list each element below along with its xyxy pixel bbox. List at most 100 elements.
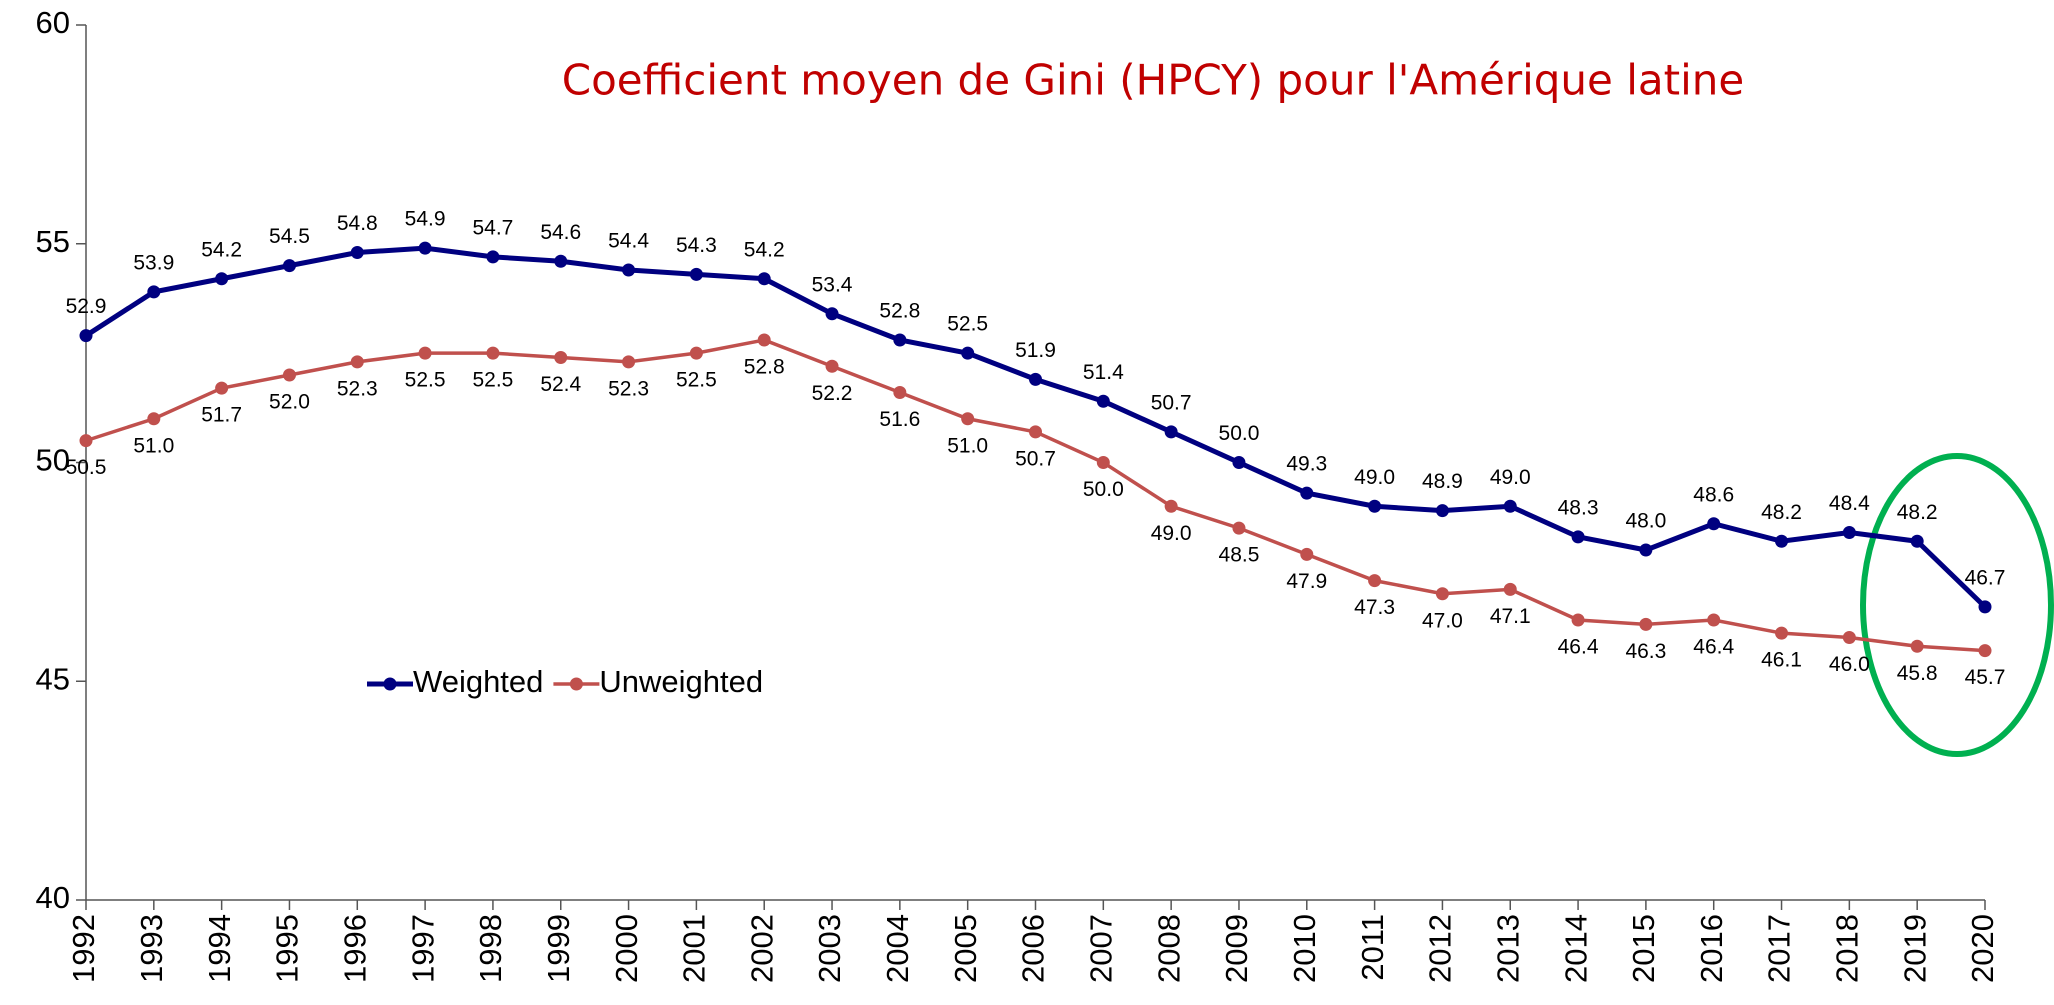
highlight-ellipse	[1860, 453, 2054, 757]
value-label: 45.7	[1965, 666, 2006, 689]
value-label: 48.5	[1219, 544, 1260, 567]
value-label: 51.9	[1015, 339, 1056, 362]
value-label: 52.5	[472, 369, 513, 392]
marker	[1232, 456, 1246, 469]
marker	[1435, 587, 1449, 601]
marker	[1910, 639, 1924, 653]
marker	[622, 355, 636, 369]
marker	[350, 246, 364, 259]
marker	[1435, 504, 1449, 518]
marker	[486, 346, 500, 360]
marker	[1639, 617, 1653, 631]
x-tick-label: 1996	[337, 914, 372, 983]
x-tick-label: 2020	[1965, 914, 2000, 983]
marker	[1164, 499, 1178, 513]
value-label: 52.5	[676, 369, 717, 392]
marker	[1842, 526, 1856, 539]
value-label: 50.7	[1151, 391, 1192, 414]
marker	[1368, 499, 1382, 513]
marker	[1096, 394, 1110, 408]
x-tick-label: 1999	[541, 914, 576, 983]
x-tick-label: 1998	[473, 914, 508, 983]
x-tick-label: 2015	[1626, 914, 1661, 983]
value-label: 54.6	[540, 221, 581, 244]
value-label: 50.7	[1015, 447, 1056, 470]
x-tick-label: 2016	[1694, 914, 1729, 983]
legend-label: Unweighted	[599, 664, 763, 699]
value-label: 51.6	[879, 408, 920, 431]
value-label: 48.2	[1897, 501, 1938, 524]
value-label: 46.0	[1829, 653, 1870, 676]
value-label: 49.0	[1151, 522, 1192, 545]
marker	[1978, 644, 1992, 658]
chart-title: Coefficient moyen de Gini (HPCY) pour l'…	[562, 56, 1744, 105]
marker	[554, 351, 568, 364]
value-label: 52.8	[744, 356, 785, 379]
marker	[1842, 631, 1856, 644]
value-label: 47.1	[1490, 605, 1531, 628]
marker	[1503, 582, 1517, 596]
legend-marker	[383, 677, 397, 691]
marker	[893, 333, 907, 347]
value-label: 47.3	[1354, 596, 1395, 619]
x-tick-label: 1994	[202, 914, 237, 983]
x-tick-label: 2002	[744, 914, 779, 983]
value-label: 52.4	[540, 373, 581, 396]
x-tick-label: 2007	[1084, 914, 1119, 983]
marker	[825, 307, 839, 321]
value-label: 48.3	[1558, 496, 1599, 519]
y-tick-label: 50	[36, 443, 70, 478]
value-label: 52.0	[269, 391, 310, 414]
marker	[282, 259, 296, 273]
x-tick-label: 1997	[405, 914, 440, 983]
x-tick-label: 2000	[609, 914, 644, 983]
value-label: 52.2	[812, 382, 853, 405]
marker	[1300, 486, 1314, 500]
marker	[893, 386, 907, 399]
marker	[1775, 534, 1789, 548]
marker	[961, 412, 975, 426]
x-tick-label: 2011	[1355, 914, 1390, 981]
value-label: 46.3	[1625, 640, 1666, 663]
marker	[757, 272, 771, 286]
marker	[1029, 372, 1042, 386]
value-label: 46.4	[1693, 636, 1734, 659]
legend-label: Weighted	[413, 664, 543, 699]
value-label: 47.9	[1286, 570, 1327, 593]
marker	[1096, 456, 1110, 469]
value-label: 54.3	[676, 234, 717, 257]
x-tick-label: 2008	[1151, 914, 1186, 983]
marker	[689, 346, 703, 360]
value-label: 48.4	[1829, 492, 1870, 515]
marker	[1571, 613, 1585, 627]
value-label: 45.8	[1897, 662, 1938, 685]
marker	[757, 333, 771, 347]
value-label: 51.4	[1083, 361, 1124, 384]
value-label: 54.4	[608, 230, 649, 253]
value-label: 47.0	[1422, 609, 1463, 632]
marker	[418, 241, 432, 255]
marker	[1707, 613, 1721, 627]
value-label: 48.2	[1761, 501, 1802, 524]
marker	[418, 346, 432, 360]
x-tick-label: 1995	[270, 914, 305, 983]
value-label: 48.0	[1625, 510, 1666, 533]
value-label: 54.2	[201, 238, 242, 261]
value-label: 52.9	[66, 295, 107, 318]
value-label: 51.0	[947, 434, 988, 457]
x-tick-label: 1992	[66, 914, 101, 983]
marker	[1164, 425, 1178, 439]
x-tick-label: 2009	[1219, 914, 1254, 983]
marker	[689, 267, 703, 281]
marker	[1232, 521, 1246, 535]
marker	[1775, 626, 1789, 640]
x-tick-label: 2004	[880, 914, 915, 983]
x-tick-label: 2018	[1830, 914, 1865, 983]
marker	[1978, 600, 1992, 614]
marker	[79, 329, 93, 343]
y-tick-label: 40	[36, 880, 70, 915]
marker	[1300, 547, 1314, 561]
marker	[1571, 530, 1585, 544]
value-label: 54.8	[337, 212, 378, 235]
